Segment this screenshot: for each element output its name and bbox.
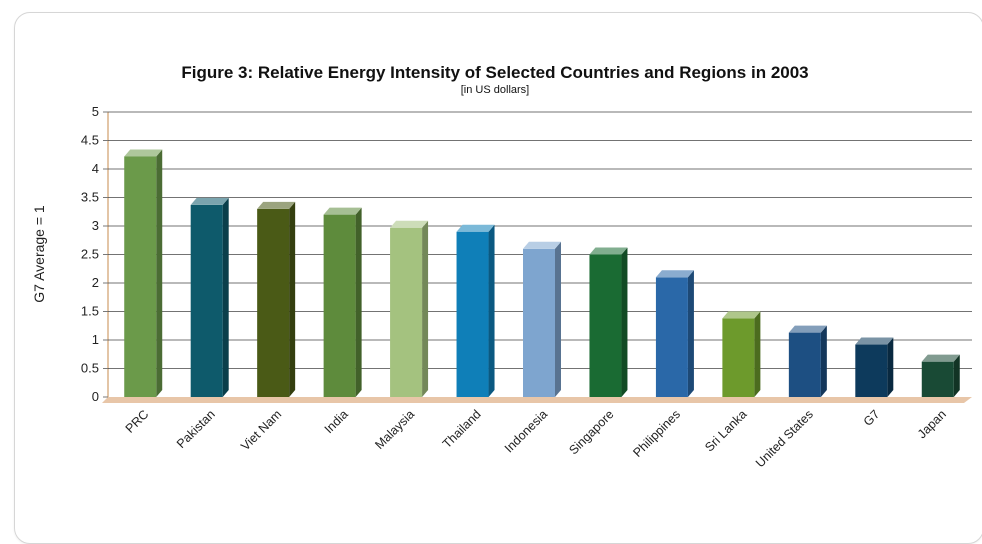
bar-front bbox=[456, 231, 489, 397]
bar-front bbox=[124, 156, 157, 397]
bar-singapore bbox=[589, 247, 628, 397]
bar-side bbox=[820, 325, 827, 397]
bar-chart: Figure 3: Relative Energy Intensity of S… bbox=[31, 63, 972, 470]
bar-side bbox=[687, 270, 694, 397]
bar-top bbox=[921, 354, 960, 362]
bar-top bbox=[655, 270, 694, 278]
x-tick-label: Pakistan bbox=[174, 407, 218, 451]
y-tick-label: 1.5 bbox=[81, 304, 99, 319]
chart-floor bbox=[102, 397, 972, 403]
x-tick-label: Philippines bbox=[630, 407, 683, 460]
x-tick-label: India bbox=[322, 407, 351, 436]
bar-side bbox=[953, 354, 960, 397]
bar-top bbox=[124, 149, 163, 157]
bar-top bbox=[390, 220, 429, 228]
y-tick-label: 2 bbox=[92, 275, 99, 290]
y-axis-label: G7 Average = 1 bbox=[31, 205, 47, 303]
bar-front bbox=[655, 277, 688, 397]
bar-front bbox=[722, 318, 755, 397]
x-tick-label: Indonesia bbox=[502, 407, 550, 455]
floor-plane bbox=[102, 397, 972, 403]
bar-g7 bbox=[855, 337, 894, 397]
x-tick-label: G7 bbox=[861, 407, 883, 429]
bar-front bbox=[390, 227, 423, 397]
bar-india bbox=[323, 207, 362, 397]
bar-thailand bbox=[456, 224, 495, 397]
y-tick-label: 4 bbox=[92, 161, 99, 176]
x-axis-ticks: PRC Pakistan Viet Nam India Malaysia Thailand… bbox=[123, 407, 949, 470]
bar-side bbox=[887, 337, 894, 397]
x-tick-label: Malaysia bbox=[372, 407, 417, 452]
bar-viet-nam bbox=[257, 201, 296, 397]
x-tick-label: Sri Lanka bbox=[702, 407, 749, 454]
x-tick-label: Japan bbox=[915, 407, 949, 441]
y-axis-ticks: 0 0.5 1 1.5 2 2.5 3 3.5 4 4.5 5 bbox=[81, 104, 108, 404]
bar-front bbox=[788, 332, 821, 397]
bar-side bbox=[555, 241, 561, 397]
bar-pakistan bbox=[190, 197, 229, 397]
y-tick-label: 1 bbox=[92, 332, 99, 347]
bar-side bbox=[355, 207, 362, 397]
bar-top bbox=[589, 247, 628, 255]
bar-japan bbox=[921, 354, 960, 397]
bar-side bbox=[621, 247, 628, 397]
bar-front bbox=[323, 214, 356, 397]
bars bbox=[124, 149, 960, 397]
y-tick-label: 2.5 bbox=[81, 247, 99, 262]
chart-subtitle: [in US dollars] bbox=[461, 84, 529, 96]
bar-indonesia bbox=[523, 241, 561, 397]
bar-front bbox=[523, 248, 555, 397]
chart-frame bbox=[14, 12, 982, 544]
bar-front bbox=[855, 344, 888, 397]
x-tick-label: Viet Nam bbox=[238, 407, 284, 453]
bar-top bbox=[523, 241, 561, 249]
bar-top bbox=[323, 207, 362, 215]
bar-top bbox=[257, 201, 296, 209]
x-tick-label: Thailand bbox=[440, 407, 484, 451]
bar-united-states bbox=[788, 325, 827, 397]
bar-top bbox=[788, 325, 827, 333]
chart-title: Figure 3: Relative Energy Intensity of S… bbox=[181, 63, 808, 82]
y-tick-label: 0 bbox=[92, 389, 99, 404]
y-tick-label: 3 bbox=[92, 218, 99, 233]
y-tick-label: 0.5 bbox=[81, 361, 99, 376]
bar-front bbox=[190, 204, 223, 397]
x-tick-label: United States bbox=[753, 407, 816, 470]
bar-side bbox=[289, 201, 296, 397]
bar-side bbox=[222, 197, 229, 397]
bar-prc bbox=[124, 149, 163, 397]
y-tick-label: 3.5 bbox=[81, 190, 99, 205]
y-tick-label: 4.5 bbox=[81, 133, 99, 148]
x-tick-label: PRC bbox=[123, 407, 152, 436]
bar-front bbox=[589, 254, 622, 397]
bar-side bbox=[754, 311, 761, 397]
bar-top bbox=[456, 224, 495, 232]
bar-front bbox=[921, 361, 954, 397]
bar-side bbox=[156, 149, 163, 397]
bar-side bbox=[488, 224, 495, 397]
x-tick-label: Singapore bbox=[566, 407, 616, 457]
bar-front bbox=[257, 208, 290, 397]
bar-top bbox=[722, 311, 761, 319]
bar-malaysia bbox=[390, 220, 429, 397]
bar-sri-lanka bbox=[722, 311, 761, 397]
bar-top bbox=[855, 337, 894, 345]
bar-side bbox=[422, 220, 429, 397]
y-tick-label: 5 bbox=[92, 104, 99, 119]
bar-top bbox=[190, 197, 229, 205]
bar-philippines bbox=[655, 270, 694, 397]
